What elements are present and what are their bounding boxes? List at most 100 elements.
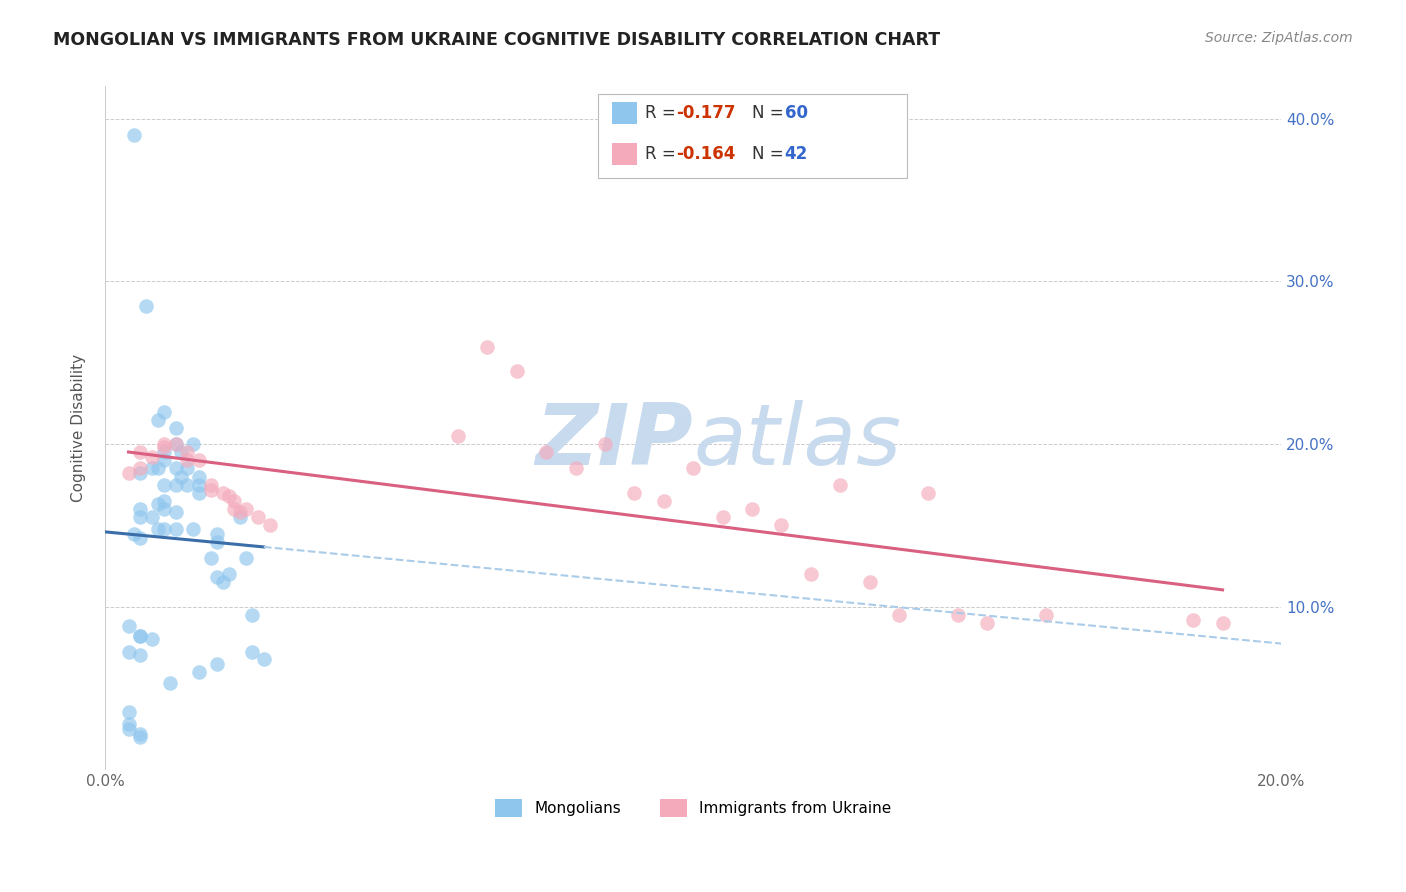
Point bbox=[165, 522, 187, 536]
Point bbox=[564, 461, 586, 475]
Point bbox=[741, 502, 763, 516]
Point bbox=[188, 469, 211, 483]
Point bbox=[229, 505, 252, 519]
Point bbox=[176, 453, 198, 467]
Point bbox=[153, 477, 176, 491]
Point bbox=[153, 445, 176, 459]
Point bbox=[593, 437, 616, 451]
Point bbox=[159, 676, 181, 690]
Point bbox=[176, 445, 198, 459]
Point bbox=[1035, 607, 1057, 622]
Text: N =: N = bbox=[752, 145, 789, 163]
Text: N =: N = bbox=[752, 104, 789, 122]
Text: 60: 60 bbox=[785, 104, 807, 122]
Text: MONGOLIAN VS IMMIGRANTS FROM UKRAINE COGNITIVE DISABILITY CORRELATION CHART: MONGOLIAN VS IMMIGRANTS FROM UKRAINE COG… bbox=[53, 31, 941, 49]
Point bbox=[153, 502, 176, 516]
Point bbox=[141, 450, 163, 464]
Point bbox=[711, 510, 734, 524]
Point bbox=[218, 489, 240, 503]
Point bbox=[200, 550, 222, 565]
Point bbox=[946, 607, 969, 622]
Point bbox=[917, 486, 939, 500]
Point bbox=[117, 619, 139, 633]
Point bbox=[129, 510, 152, 524]
Point bbox=[176, 477, 198, 491]
Point bbox=[165, 437, 187, 451]
Point bbox=[146, 461, 169, 475]
Point bbox=[153, 453, 176, 467]
Point bbox=[181, 437, 204, 451]
Point bbox=[218, 567, 240, 582]
Point bbox=[477, 339, 499, 353]
Point bbox=[165, 421, 187, 435]
Point bbox=[117, 645, 139, 659]
Point bbox=[859, 575, 882, 590]
Point bbox=[240, 645, 263, 659]
Point bbox=[170, 445, 193, 459]
Point bbox=[153, 522, 176, 536]
Point bbox=[129, 629, 152, 643]
Point bbox=[153, 441, 176, 455]
Point bbox=[246, 510, 269, 524]
Point bbox=[165, 461, 187, 475]
Point bbox=[117, 706, 139, 720]
Point bbox=[224, 502, 246, 516]
Point bbox=[887, 607, 910, 622]
Text: ZIP: ZIP bbox=[536, 400, 693, 483]
Text: Source: ZipAtlas.com: Source: ZipAtlas.com bbox=[1205, 31, 1353, 45]
Point bbox=[117, 716, 139, 731]
Point bbox=[253, 651, 276, 665]
Point bbox=[800, 567, 823, 582]
Point bbox=[117, 722, 139, 736]
Point bbox=[1212, 615, 1234, 630]
Point bbox=[129, 726, 152, 740]
Point bbox=[205, 657, 228, 671]
Point bbox=[117, 467, 139, 481]
Point bbox=[188, 477, 211, 491]
Point bbox=[682, 461, 704, 475]
Point bbox=[259, 518, 281, 533]
Text: 42: 42 bbox=[785, 145, 808, 163]
Point bbox=[181, 522, 204, 536]
Point bbox=[165, 437, 187, 451]
Point bbox=[447, 429, 470, 443]
Point bbox=[235, 550, 257, 565]
Point bbox=[141, 632, 163, 647]
Point bbox=[188, 665, 211, 679]
Point bbox=[129, 532, 152, 546]
Point bbox=[770, 518, 793, 533]
Point bbox=[240, 607, 263, 622]
Point bbox=[205, 570, 228, 584]
Point bbox=[165, 477, 187, 491]
Text: -0.164: -0.164 bbox=[676, 145, 735, 163]
Point bbox=[129, 730, 152, 744]
Point bbox=[170, 469, 193, 483]
Text: R =: R = bbox=[645, 104, 682, 122]
Point bbox=[830, 477, 852, 491]
Point bbox=[211, 486, 233, 500]
Point bbox=[124, 128, 146, 143]
Point bbox=[200, 483, 222, 497]
Point bbox=[129, 467, 152, 481]
Point bbox=[229, 510, 252, 524]
Point bbox=[146, 497, 169, 511]
Point bbox=[153, 437, 176, 451]
Point bbox=[176, 461, 198, 475]
Point bbox=[211, 575, 233, 590]
Point bbox=[623, 486, 645, 500]
Point bbox=[188, 486, 211, 500]
Point bbox=[141, 461, 163, 475]
Point bbox=[141, 510, 163, 524]
Text: R =: R = bbox=[645, 145, 682, 163]
Point bbox=[165, 505, 187, 519]
Y-axis label: Cognitive Disability: Cognitive Disability bbox=[72, 354, 86, 502]
Legend: Mongolians, Immigrants from Ukraine: Mongolians, Immigrants from Ukraine bbox=[489, 793, 897, 823]
Point bbox=[188, 453, 211, 467]
Text: -0.177: -0.177 bbox=[676, 104, 735, 122]
Point bbox=[1182, 613, 1205, 627]
Point bbox=[129, 445, 152, 459]
Point bbox=[129, 648, 152, 663]
Point bbox=[129, 461, 152, 475]
Point bbox=[135, 299, 157, 313]
Point bbox=[205, 526, 228, 541]
